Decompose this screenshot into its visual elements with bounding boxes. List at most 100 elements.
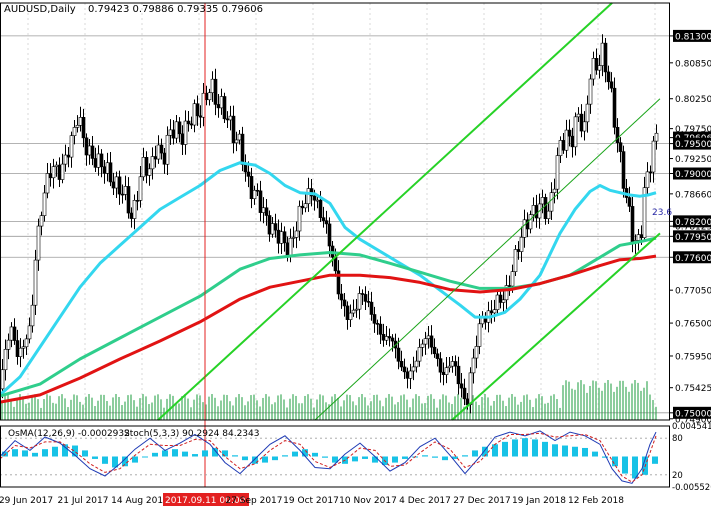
candle-body <box>468 372 473 405</box>
date-label: 12 Feb 2018 <box>568 496 624 506</box>
volume-bar <box>295 395 297 420</box>
volume-bar <box>424 403 426 420</box>
candle-body <box>183 120 188 145</box>
osma-bar <box>352 456 358 462</box>
candle-body <box>240 133 245 165</box>
volume-bar <box>370 401 372 420</box>
price-tag-label[interactable]: 0.77950 <box>675 233 711 243</box>
candle-body <box>585 103 590 123</box>
candle-body <box>426 335 431 339</box>
candle-body <box>363 294 368 302</box>
candle-body <box>0 369 5 390</box>
volume-bar <box>490 405 492 420</box>
osma-bar <box>162 450 168 457</box>
candle-body <box>18 347 23 357</box>
volume-bar <box>16 398 18 420</box>
candle-body <box>81 117 86 139</box>
price-tag-label[interactable]: 0.81300 <box>675 32 711 42</box>
volume-bar <box>88 394 90 420</box>
candle-body <box>6 339 11 350</box>
volume-bar <box>430 394 432 420</box>
candle-body <box>3 349 8 371</box>
ohlc-values: 0.79423 0.79886 0.79335 0.79606 <box>88 4 263 15</box>
volume-bar <box>601 390 603 420</box>
candle-body <box>156 144 161 160</box>
candle-body <box>141 157 146 178</box>
volume-bar <box>634 380 636 420</box>
osma-bar <box>192 454 198 457</box>
volume-bar <box>604 382 606 420</box>
volume-bar <box>505 406 507 420</box>
date-label: 27 Sep 2017 <box>225 496 282 506</box>
date-label: 14 Aug 2017 <box>111 496 169 506</box>
volume-bar <box>265 394 267 420</box>
date-tag-label[interactable]: 2017.09.11 00:00 <box>165 496 246 506</box>
osma-bar <box>402 456 408 459</box>
volume-bar <box>391 396 393 420</box>
volume-bar <box>127 395 129 420</box>
volume-bar <box>580 380 582 420</box>
stoch-header: Stoch(5,3,3) 90.2924 84.2343 <box>124 429 259 439</box>
price-axis[interactable]: 0.80850 0.80250 0.79750 0.79250 0.78660 0.781… <box>669 29 711 425</box>
volume-bar <box>289 398 291 420</box>
volume-bar <box>352 401 354 420</box>
volume-bar <box>610 383 612 420</box>
price-tag-label[interactable]: 0.79500 <box>675 140 711 150</box>
channel-line[interactable] <box>451 232 661 421</box>
candle-body <box>441 371 446 375</box>
volume-bar <box>628 391 630 420</box>
candle-body <box>123 186 128 195</box>
candle-body <box>189 123 194 126</box>
volume-bar <box>286 407 288 420</box>
candle-body <box>390 337 395 342</box>
candle-body <box>429 335 434 348</box>
trend-channel[interactable] <box>157 2 661 421</box>
candle-body <box>513 249 518 272</box>
candle-body <box>99 153 104 167</box>
candle-body <box>288 237 293 257</box>
candle-body <box>195 103 200 117</box>
osma-bar <box>62 444 68 457</box>
candle-body <box>279 231 284 244</box>
candle-body <box>555 155 560 190</box>
channel-line[interactable] <box>157 2 613 421</box>
channel-line[interactable] <box>314 98 661 421</box>
candle-body <box>222 96 227 120</box>
candle-body <box>549 192 554 212</box>
volume-bar <box>337 397 339 420</box>
price-tag-label[interactable]: 0.75000 <box>675 409 711 419</box>
date-tag-bg <box>163 493 249 506</box>
candle-body <box>42 192 47 216</box>
osc-tick-label: 0.004541 <box>672 422 711 432</box>
volume-bar <box>520 401 522 420</box>
osma-bar <box>302 449 308 457</box>
volume-bar <box>67 407 69 420</box>
volume-bar <box>4 395 6 420</box>
candle-body <box>456 365 461 385</box>
price-tag-label[interactable]: 0.77600 <box>675 254 711 264</box>
volume-bar <box>364 397 366 420</box>
candle-body <box>462 387 467 400</box>
panel-frames <box>0 2 670 488</box>
volume-bar <box>577 382 579 420</box>
time-axis[interactable]: 29 Jun 2017 21 Jul 2017 14 Aug 20172017.09… <box>0 493 624 506</box>
price-tag-label[interactable]: 0.79000 <box>675 170 711 180</box>
candle-body <box>273 223 278 231</box>
price-tag-label[interactable]: 0.78200 <box>675 218 711 228</box>
volume-bar <box>406 399 408 420</box>
candle-body <box>336 270 341 295</box>
candle-body <box>291 237 296 239</box>
volume-bar <box>34 394 36 420</box>
volume-bar <box>307 394 309 420</box>
stoch-main-line <box>0 430 657 484</box>
price-tag-bg <box>673 251 711 264</box>
candle-body <box>588 78 593 105</box>
candle-body <box>321 217 326 221</box>
candle-body <box>96 153 101 168</box>
volume-bar <box>7 394 9 420</box>
volume-bar <box>235 397 237 420</box>
price-tag-bg <box>673 29 711 42</box>
candle-body <box>15 340 20 357</box>
